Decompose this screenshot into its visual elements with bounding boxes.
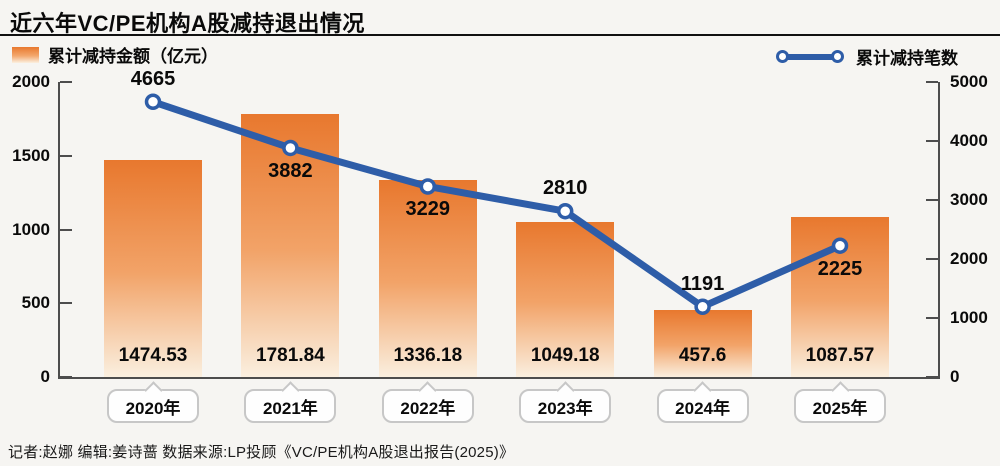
legend-bars: 累计减持金额（亿元） <box>12 42 218 67</box>
y-axis-left-label: 0 <box>40 367 50 386</box>
data-point-2022年 <box>419 178 437 195</box>
y-axis-right-label: 2000 <box>950 249 988 268</box>
y-axis-left-tick <box>60 228 72 231</box>
y-axis-right-tick <box>926 317 938 319</box>
data-point-2024年 <box>694 298 711 315</box>
line-value-label: 2810 <box>542 177 588 200</box>
y-axis-right-label: 3000 <box>950 190 988 209</box>
line-value-label: 4665 <box>130 67 176 90</box>
y-axis-left-tick <box>60 376 72 378</box>
bar-value-label: 1087.57 <box>805 345 875 366</box>
y-axis-right-label: 4000 <box>950 131 988 150</box>
data-point-2023年 <box>556 202 574 220</box>
bar-gradient-swatch-icon <box>12 46 39 63</box>
y-axis-left-tick <box>60 154 72 157</box>
y-axis-right-label: 5000 <box>950 72 988 91</box>
x-category-2024年: 2024年 <box>656 389 749 423</box>
data-point-2021年 <box>282 139 299 157</box>
legend-line: 累计减持笔数 <box>776 44 958 69</box>
line-marker-icon <box>776 49 844 64</box>
bar-value-label: 1336.18 <box>393 345 463 366</box>
bar-2022年 <box>378 179 477 377</box>
y-axis-right-label: 1000 <box>950 308 988 327</box>
y-axis-left-label: 1500 <box>12 145 50 165</box>
bar-value-label: 1474.53 <box>118 345 188 366</box>
line-value-label: 3882 <box>268 159 313 182</box>
bar-value-label: 1781.84 <box>256 345 325 366</box>
data-point-2020年 <box>144 93 162 111</box>
data-point-2025年 <box>831 237 849 254</box>
y-axis-right-label: 0 <box>950 367 960 386</box>
y-axis-left-tick <box>60 81 72 83</box>
bar-2024年 <box>653 309 752 377</box>
x-axis <box>58 377 940 379</box>
bar-value-label: 457.6 <box>678 345 727 366</box>
line-dot-left-icon <box>776 49 789 63</box>
bar-2023年 <box>516 222 615 377</box>
y-axis-left-label: 2000 <box>12 72 50 91</box>
y-axis-right <box>938 82 940 379</box>
y-axis-left-label: 500 <box>21 293 50 313</box>
page-title: 近六年VC/PE机构A股减持退出情况 <box>10 11 365 36</box>
line-value-label: 1191 <box>680 272 725 295</box>
y-axis-left-tick <box>60 302 72 305</box>
y-axis-right-tick <box>926 258 938 260</box>
y-axis-right-tick <box>926 376 938 378</box>
line-value-label: 3229 <box>405 198 451 221</box>
y-axis-right-tick <box>926 199 938 201</box>
legend-line-label: 累计减持笔数 <box>856 49 958 68</box>
y-axis-right-tick <box>926 140 938 142</box>
y-axis-left <box>58 82 60 379</box>
y-axis-right-tick <box>926 81 938 83</box>
line-value-label: 2225 <box>817 257 863 280</box>
bar-2020年 <box>104 159 202 377</box>
line-dot-right-icon <box>831 49 844 63</box>
line-segment-icon <box>782 53 838 60</box>
legend-bars-label: 累计减持金额（亿元） <box>48 47 218 66</box>
source-credit: 记者:赵娜 编辑:姜诗蔷 数据来源:LP投顾《VC/PE机构A股退出报告(202… <box>8 444 515 461</box>
y-axis-left-label: 1000 <box>12 219 50 239</box>
title-divider <box>0 34 1000 36</box>
bar-value-label: 1049.18 <box>530 345 600 366</box>
